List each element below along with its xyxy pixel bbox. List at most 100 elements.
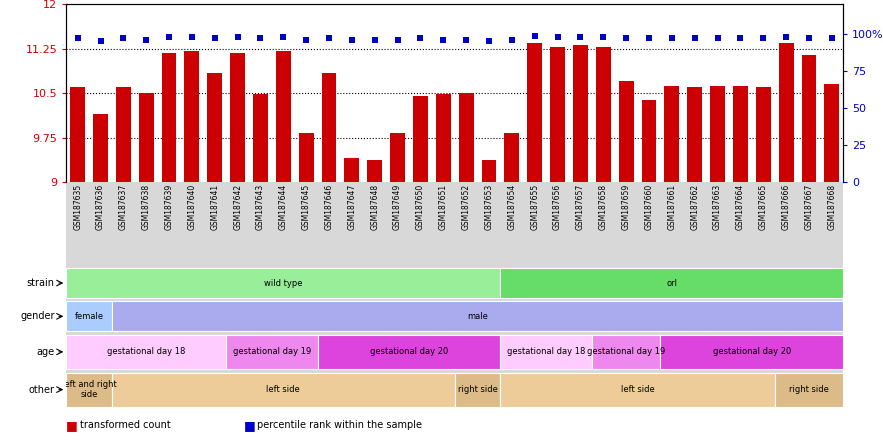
Point [230, 33, 245, 40]
Bar [413, 96, 428, 182]
Bar [66, 301, 112, 331]
Bar [642, 100, 656, 182]
Text: GSM187651: GSM187651 [439, 184, 448, 230]
Text: ■: ■ [244, 419, 255, 432]
Text: GSM187659: GSM187659 [622, 184, 630, 230]
Bar [298, 134, 313, 182]
Text: GSM187635: GSM187635 [73, 184, 82, 230]
Text: wild type: wild type [264, 278, 303, 288]
Text: GSM187646: GSM187646 [325, 184, 334, 230]
Bar [550, 47, 565, 182]
Text: GSM187665: GSM187665 [758, 184, 768, 230]
Text: left side: left side [621, 385, 654, 394]
Text: GSM187656: GSM187656 [553, 184, 562, 230]
Bar [275, 51, 291, 182]
Point [162, 33, 176, 40]
Bar [112, 373, 455, 407]
Point [802, 35, 816, 42]
Text: GSM187647: GSM187647 [347, 184, 357, 230]
Text: orl: orl [667, 278, 677, 288]
Point [140, 36, 154, 44]
Bar [208, 72, 223, 182]
Bar [226, 335, 318, 369]
Bar [253, 95, 268, 182]
Bar [185, 51, 200, 182]
Bar [573, 45, 588, 182]
Text: GSM187636: GSM187636 [96, 184, 105, 230]
Point [390, 36, 404, 44]
Text: gestational day 20: gestational day 20 [370, 347, 449, 357]
Bar [344, 159, 359, 182]
Text: GSM187657: GSM187657 [576, 184, 585, 230]
Text: GSM187650: GSM187650 [416, 184, 425, 230]
Bar [116, 87, 131, 182]
Bar [592, 335, 660, 369]
Text: GSM187645: GSM187645 [302, 184, 311, 230]
Point [413, 35, 427, 42]
Text: GSM187654: GSM187654 [508, 184, 517, 230]
Bar [367, 159, 382, 182]
Bar [93, 114, 108, 182]
Bar [596, 47, 611, 182]
Bar [66, 373, 112, 407]
Bar [436, 95, 450, 182]
Bar [660, 335, 843, 369]
Point [825, 35, 839, 42]
Text: GSM187666: GSM187666 [781, 184, 790, 230]
Point [322, 35, 336, 42]
Bar [774, 373, 843, 407]
Point [619, 35, 633, 42]
Bar [619, 81, 634, 182]
Bar [501, 373, 774, 407]
Point [253, 35, 268, 42]
Text: gestational day 19: gestational day 19 [233, 347, 311, 357]
Bar [230, 53, 245, 182]
Bar [162, 53, 177, 182]
Text: GSM187639: GSM187639 [164, 184, 174, 230]
Point [665, 35, 679, 42]
Text: left side: left side [267, 385, 300, 394]
Point [688, 35, 702, 42]
Text: GSM187642: GSM187642 [233, 184, 242, 230]
Text: GSM187658: GSM187658 [599, 184, 608, 230]
Point [459, 36, 473, 44]
Point [779, 33, 793, 40]
Bar [756, 87, 771, 182]
Text: other: other [28, 385, 55, 395]
Text: GSM187641: GSM187641 [210, 184, 219, 230]
Point [734, 35, 748, 42]
Point [642, 35, 656, 42]
Bar [527, 43, 542, 182]
Text: GSM187643: GSM187643 [256, 184, 265, 230]
Bar [66, 268, 501, 298]
Text: GSM187644: GSM187644 [279, 184, 288, 230]
Bar [501, 268, 843, 298]
Bar [802, 55, 817, 182]
Text: right side: right side [789, 385, 829, 394]
Point [573, 33, 587, 40]
Text: ■: ■ [66, 419, 78, 432]
Point [185, 33, 199, 40]
Text: gestational day 18: gestational day 18 [107, 347, 185, 357]
Point [345, 36, 359, 44]
Bar [66, 335, 226, 369]
Point [436, 36, 450, 44]
Text: GSM187637: GSM187637 [119, 184, 128, 230]
Text: GSM187664: GSM187664 [736, 184, 745, 230]
Bar [455, 373, 501, 407]
Text: male: male [467, 312, 488, 321]
Bar [825, 84, 839, 182]
Text: GSM187662: GSM187662 [691, 184, 699, 230]
Text: gestational day 20: gestational day 20 [713, 347, 791, 357]
Text: gestational day 18: gestational day 18 [507, 347, 585, 357]
Text: GSM187652: GSM187652 [462, 184, 471, 230]
Text: GSM187638: GSM187638 [141, 184, 151, 230]
Bar [710, 86, 725, 182]
Bar [71, 87, 85, 182]
Bar [139, 93, 154, 182]
Point [711, 35, 725, 42]
Text: female: female [74, 312, 103, 321]
Text: strain: strain [26, 278, 55, 288]
Text: gender: gender [20, 311, 55, 321]
Bar [321, 72, 336, 182]
